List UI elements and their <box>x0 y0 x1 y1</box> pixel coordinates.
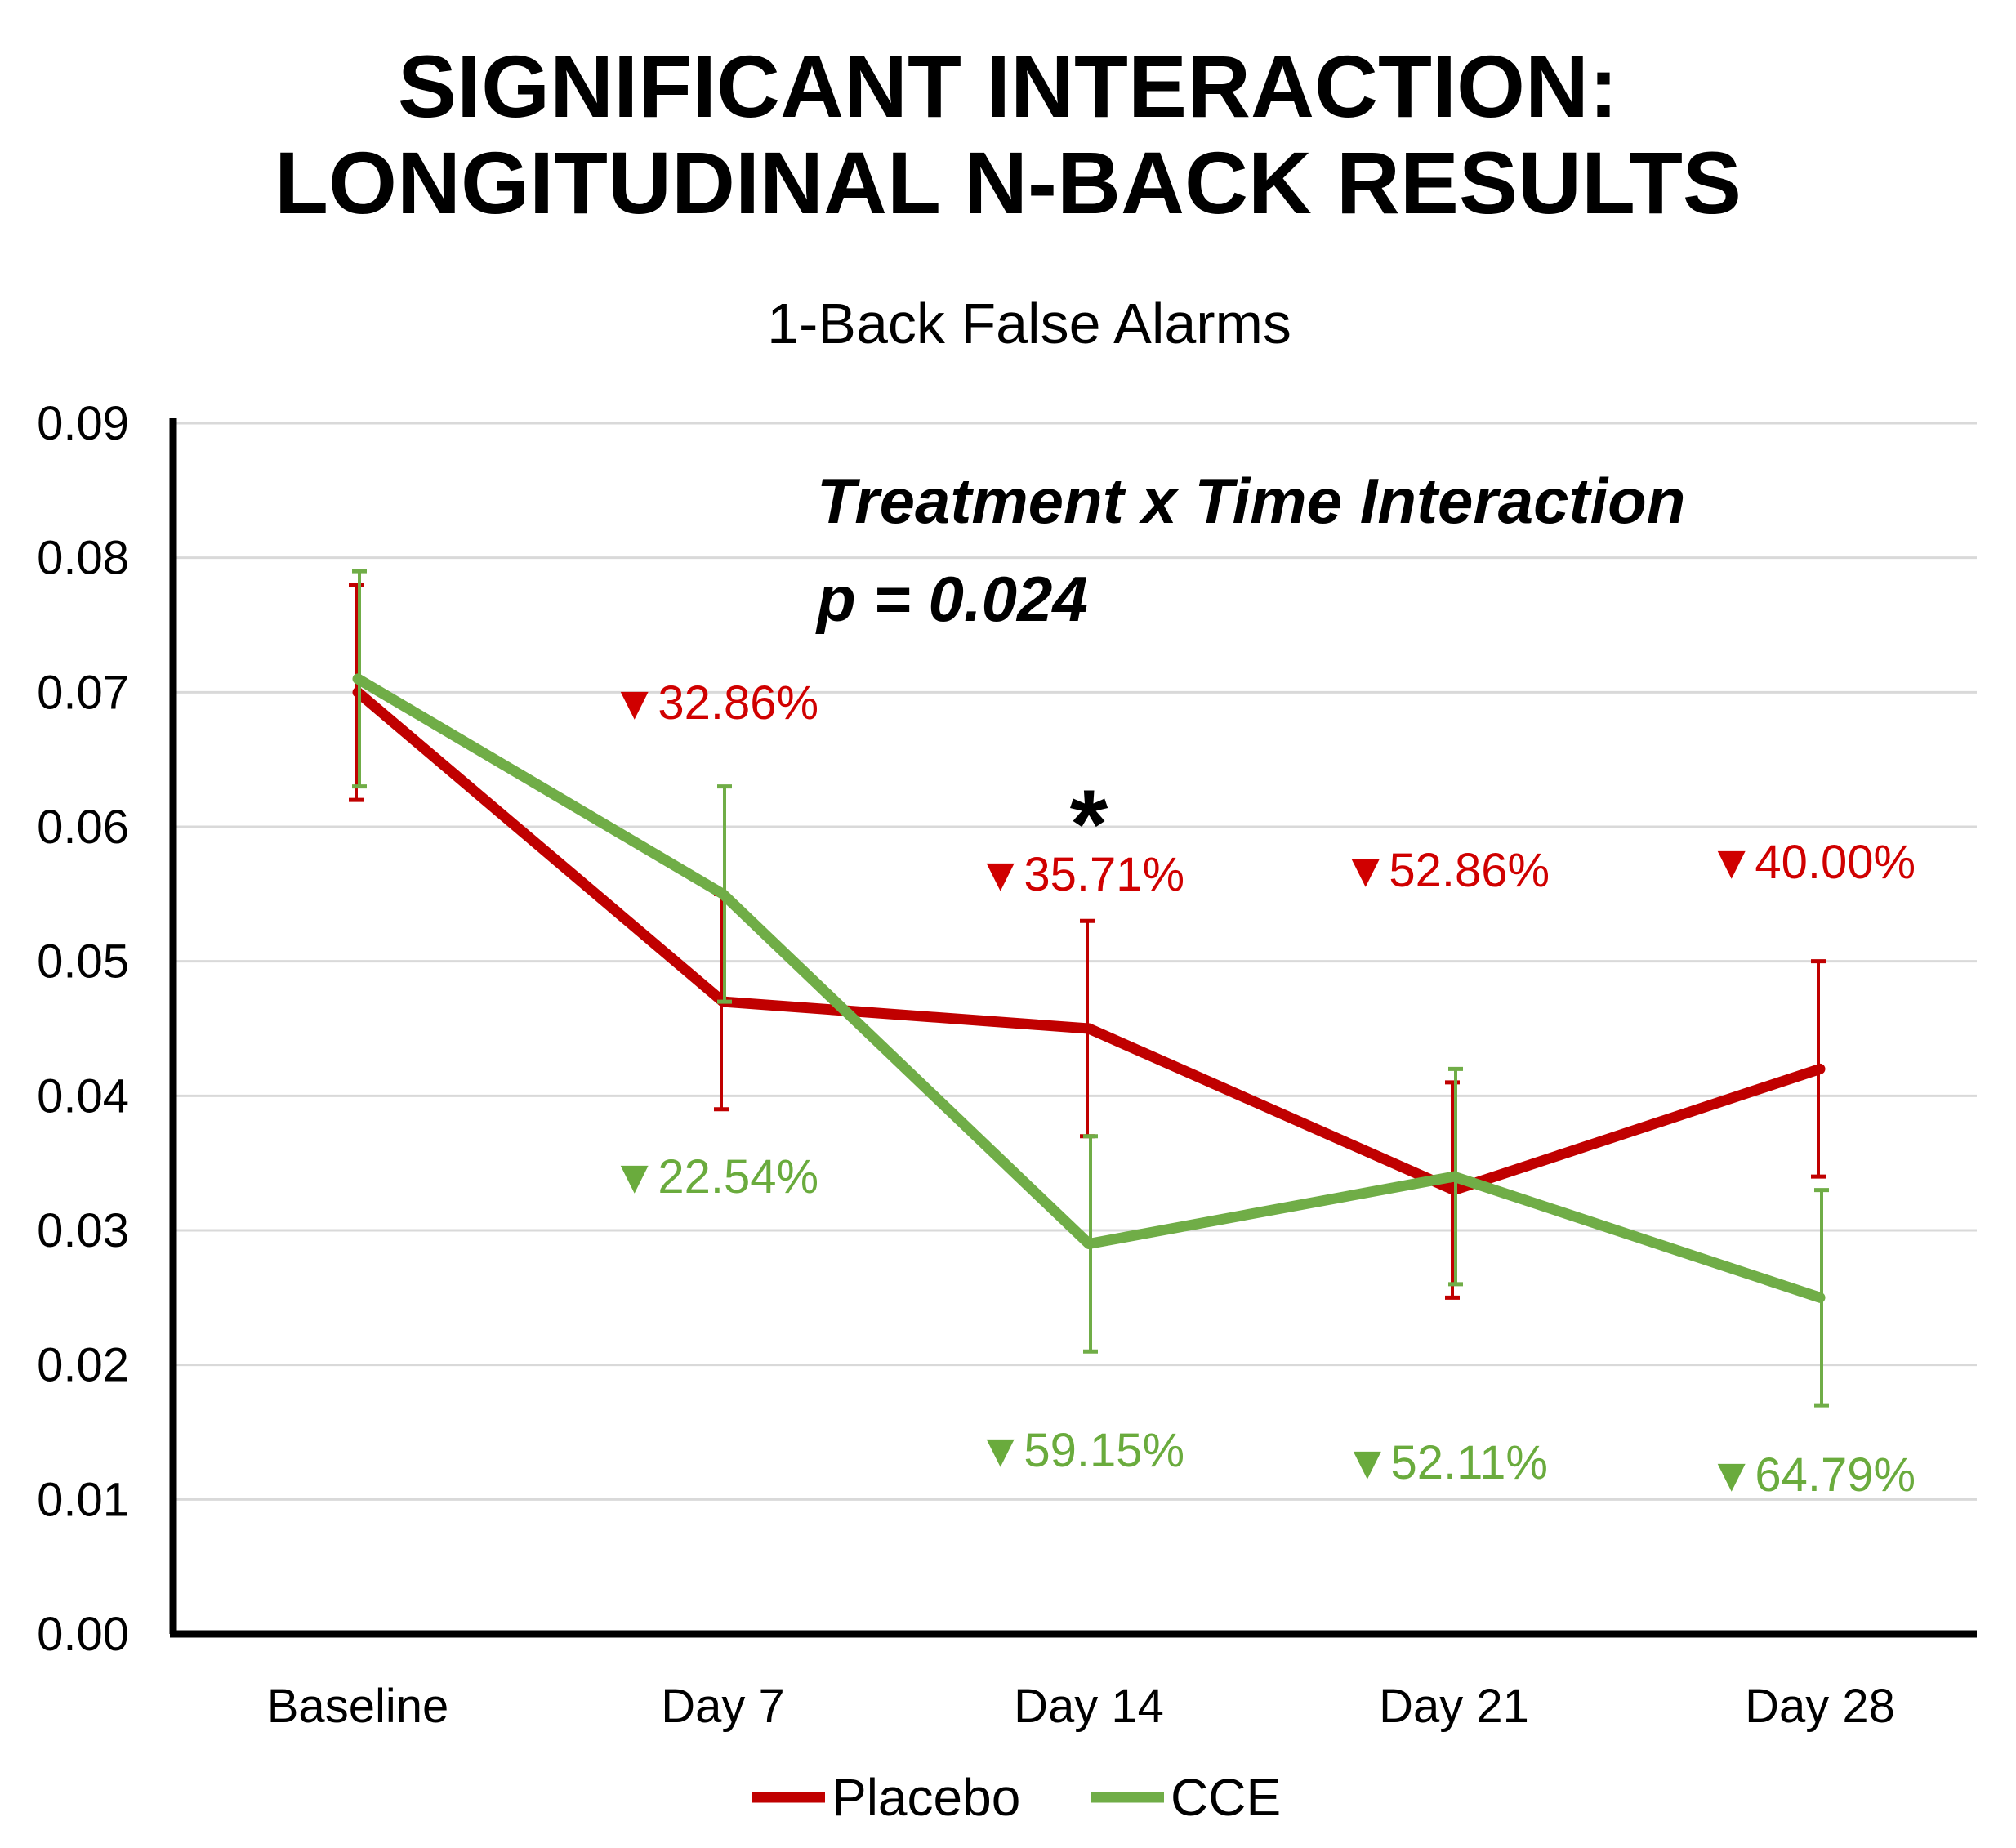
data-point <box>1084 1239 1094 1249</box>
interaction-annotation-p-value: p = 0.024 <box>815 563 1088 635</box>
x-tick-label: Baseline <box>267 1680 448 1733</box>
percent-label-cce: ▼64.79% <box>1708 1448 1916 1502</box>
interaction-annotation-title: Treatment x Time Interaction <box>817 465 1685 537</box>
legend: Placebo CCE <box>752 1768 1281 1827</box>
x-tick-label: Day 28 <box>1745 1680 1895 1733</box>
y-tick-label: 0.06 <box>37 801 129 854</box>
y-tick-label: 0.03 <box>37 1204 129 1257</box>
significance-asterisk: * <box>1070 770 1108 879</box>
percent-label-placebo: ▼32.86% <box>611 676 818 730</box>
data-point <box>1815 1292 1825 1303</box>
chart-title-line-1: SIGNIFICANT INTERACTION: <box>398 37 1618 136</box>
data-point <box>353 673 363 684</box>
y-tick-label: 0.01 <box>37 1473 129 1526</box>
y-tick-label: 0.07 <box>37 666 129 719</box>
percent-label-cce: ▼52.11% <box>1344 1436 1548 1489</box>
y-tick-label: 0.09 <box>37 397 129 450</box>
y-tick-label: 0.02 <box>37 1339 129 1392</box>
chart-title-line-2: LONGITUDINAL N-BACK RESULTS <box>274 133 1742 232</box>
data-point <box>718 889 728 899</box>
series-layer <box>349 569 1829 1408</box>
data-point <box>1084 1024 1094 1033</box>
x-tick-label: Day 14 <box>1014 1680 1164 1733</box>
percent-label-placebo: ▼52.86% <box>1342 844 1550 897</box>
y-tick-label: 0.05 <box>37 935 129 989</box>
legend-label-cce: CCE <box>1171 1768 1281 1827</box>
series-cce <box>352 569 1829 1408</box>
x-axis-ticks: Baseline Day 7 Day 14 Day 21 Day 28 <box>267 1680 1895 1733</box>
y-tick-label: 0.00 <box>37 1608 129 1661</box>
percent-label-cce: ▼22.54% <box>611 1150 818 1203</box>
x-tick-label: Day 7 <box>661 1680 785 1733</box>
percent-label-placebo: ▼35.71% <box>977 848 1184 901</box>
x-tick-label: Day 21 <box>1379 1680 1529 1733</box>
percent-label-placebo: ▼40.00% <box>1708 836 1916 889</box>
chart-subtitle: 1-Back False Alarms <box>767 292 1291 355</box>
y-axis-ticks: 0.00 0.01 0.02 0.03 0.04 0.05 0.06 0.07 0.08 0.09 <box>37 397 129 1661</box>
percent-label-cce: ▼59.15% <box>977 1424 1184 1477</box>
y-tick-label: 0.08 <box>37 532 129 585</box>
legend-label-placebo: Placebo <box>832 1768 1020 1827</box>
data-point <box>1449 1172 1459 1182</box>
y-tick-label: 0.04 <box>37 1069 129 1123</box>
percent-labels: ▼32.86% ▼35.71% ▼52.86% ▼40.00% ▼22.54% ▼59.1… <box>611 676 1916 1502</box>
data-point <box>1815 1064 1825 1074</box>
